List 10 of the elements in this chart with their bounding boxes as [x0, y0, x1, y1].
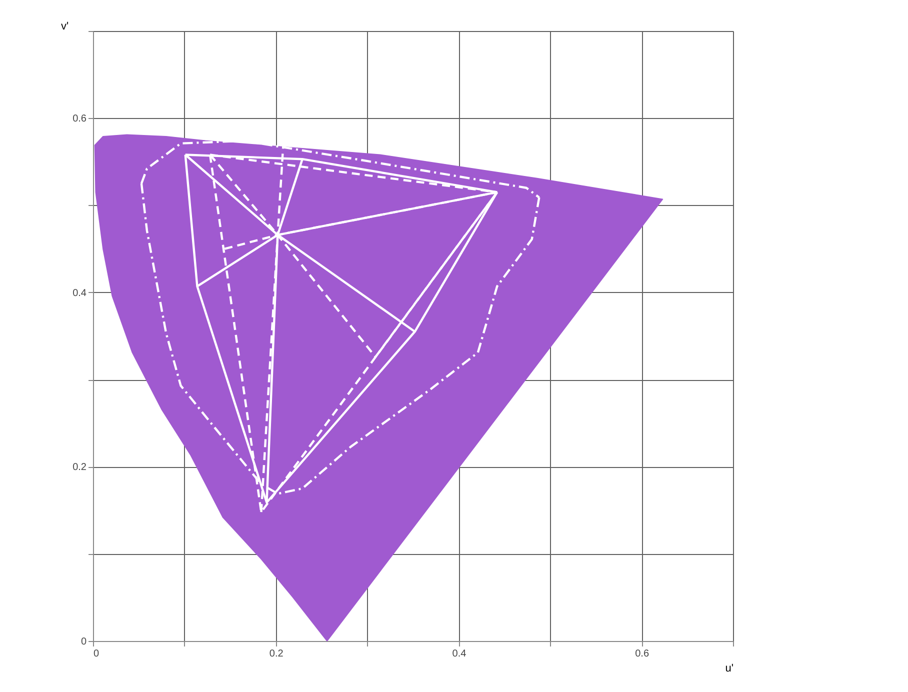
y-tick-label: 0.4: [72, 288, 87, 299]
y-tick-label: 0.2: [72, 462, 87, 474]
y-tick-label: 0.6: [72, 114, 87, 125]
x-tick-label: 0.6: [635, 648, 650, 660]
x-tick-label: 0.4: [452, 648, 467, 660]
x-tick-label: 0: [94, 648, 100, 660]
x-tick-label: 0.2: [269, 648, 284, 660]
y-tick-label: 0: [80, 636, 87, 648]
y-axis-title: v': [60, 20, 69, 32]
x-axis-title: u': [725, 662, 734, 674]
